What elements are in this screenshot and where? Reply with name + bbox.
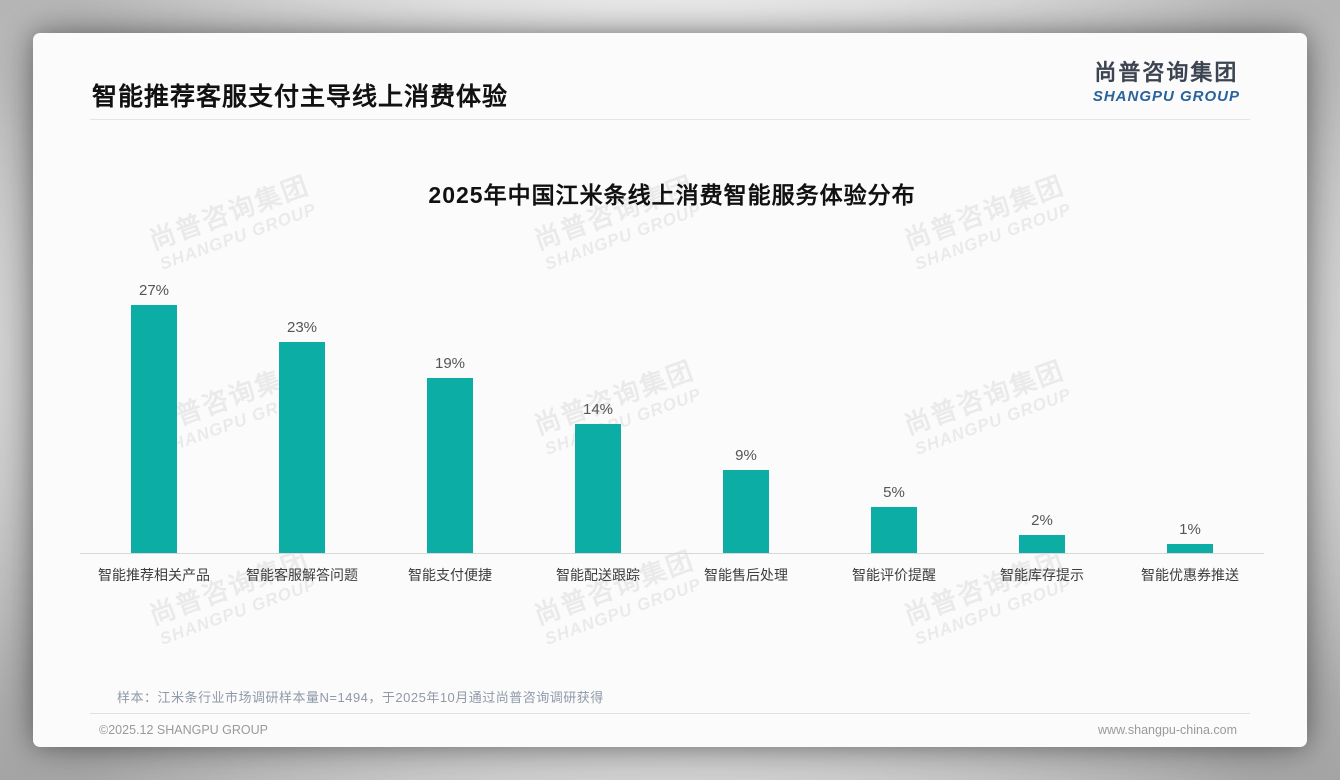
footer-divider: [90, 713, 1250, 714]
bar-value-label: 14%: [582, 401, 614, 418]
watermark: 尚普咨询集团 SHANGPU GROUP: [900, 544, 1074, 649]
bar-value-label: 23%: [286, 319, 318, 336]
bar: [279, 342, 325, 553]
x-axis-label: 智能评价提醒: [852, 567, 936, 583]
x-axis-label: 智能支付便捷: [408, 567, 492, 583]
copyright-text: ©2025.12 SHANGPU GROUP: [99, 723, 268, 737]
bar-group: 9%: [672, 220, 820, 553]
bar-value-label: 1%: [1179, 521, 1201, 538]
bar-value-label: 2%: [1031, 512, 1053, 529]
watermark: 尚普咨询集团 SHANGPU GROUP: [145, 544, 319, 649]
bar-group: 1%: [1116, 220, 1264, 553]
x-axis-label: 智能推荐相关产品: [98, 567, 210, 583]
bar: [131, 305, 177, 553]
bar-value-label: 9%: [735, 447, 757, 464]
bar-group: 2%: [968, 220, 1116, 553]
logo-text-en: SHANGPU GROUP: [1092, 88, 1240, 105]
x-axis-label: 智能售后处理: [704, 567, 788, 583]
page-title: 智能推荐客服支付主导线上消费体验: [92, 83, 509, 111]
bar-group: 5%: [820, 220, 968, 553]
bar-group: 14%: [524, 220, 672, 553]
logo-text-cn: 尚普咨询集团: [1094, 60, 1239, 85]
header-divider: [90, 119, 1250, 120]
x-axis-label: 智能配送跟踪: [556, 567, 640, 583]
plot-area: 27% 23% 19% 14% 9% 5% 2% 1%: [80, 220, 1264, 553]
x-axis-label: 智能客服解答问题: [246, 567, 358, 583]
bar-group: 19%: [376, 220, 524, 553]
bar-value-label: 19%: [434, 355, 466, 372]
bar-value-label: 5%: [883, 484, 905, 501]
bar-value-label: 27%: [138, 282, 170, 299]
bar-group: 27%: [80, 220, 228, 553]
bar-group: 23%: [228, 220, 376, 553]
bar: [1167, 544, 1213, 553]
slide-card: 尚普咨询集团 SHANGPU GROUP 尚普咨询集团 SHANGPU GROUP 尚普…: [33, 33, 1307, 747]
bar: [871, 507, 917, 553]
bar: [427, 378, 473, 553]
bar: [1019, 535, 1065, 553]
x-axis-line: [80, 553, 1264, 554]
watermark: 尚普咨询集团 SHANGPU GROUP: [530, 544, 704, 649]
x-axis-label: 智能库存提示: [1000, 567, 1084, 583]
website-text: www.shangpu-china.com: [1098, 723, 1237, 737]
sample-footnote: 样本：江米条行业市场调研样本量N=1494，于2025年10月通过尚普咨询调研获…: [117, 690, 604, 705]
company-logo: 尚普咨询集团 SHANGPU GROUP: [1093, 55, 1240, 105]
x-axis-label: 智能优惠券推送: [1141, 567, 1239, 583]
bar: [723, 470, 769, 553]
chart-title: 2025年中国江米条线上消费智能服务体验分布: [428, 182, 916, 208]
x-axis-labels: 智能推荐相关产品 智能客服解答问题 智能支付便捷 智能配送跟踪 智能售后处理 智能评价提醒…: [80, 565, 1264, 585]
bar: [575, 424, 621, 553]
